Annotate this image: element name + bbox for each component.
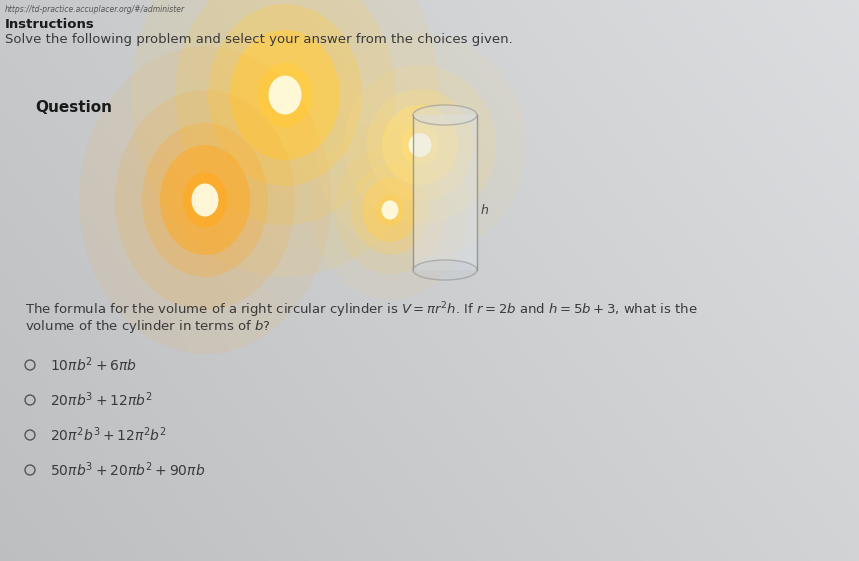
Ellipse shape [350, 165, 430, 255]
Text: $h$: $h$ [480, 203, 489, 217]
FancyBboxPatch shape [413, 115, 477, 270]
Ellipse shape [142, 123, 268, 277]
Ellipse shape [175, 0, 395, 225]
Ellipse shape [344, 65, 496, 225]
Text: $20\pi b^3 + 12\pi b^2$: $20\pi b^3 + 12\pi b^2$ [50, 390, 153, 410]
Ellipse shape [367, 89, 473, 201]
Ellipse shape [382, 105, 458, 185]
Ellipse shape [192, 183, 218, 217]
Ellipse shape [269, 76, 302, 114]
Text: Solve the following problem and select your answer from the choices given.: Solve the following problem and select y… [5, 33, 513, 46]
Ellipse shape [334, 146, 446, 274]
Text: https://td-practice.accuplacer.org/#/administer: https://td-practice.accuplacer.org/#/adm… [5, 5, 186, 14]
Text: The formula for the volume of a right circular cylinder is $V = \pi r^2 h$. If $: The formula for the volume of a right ci… [25, 300, 698, 320]
Ellipse shape [160, 145, 250, 255]
Ellipse shape [312, 121, 468, 300]
Ellipse shape [208, 4, 362, 186]
Ellipse shape [131, 0, 439, 277]
Ellipse shape [182, 172, 228, 228]
Text: Question: Question [35, 100, 112, 115]
Ellipse shape [401, 125, 439, 165]
Ellipse shape [381, 200, 399, 219]
Text: $50\pi b^3 + 20\pi b^2 + 90\pi b$: $50\pi b^3 + 20\pi b^2 + 90\pi b$ [50, 461, 205, 479]
Ellipse shape [409, 133, 431, 157]
Ellipse shape [115, 90, 295, 310]
Ellipse shape [362, 178, 418, 242]
Ellipse shape [79, 46, 331, 354]
Ellipse shape [314, 33, 527, 257]
Ellipse shape [376, 194, 404, 226]
Text: Instructions: Instructions [5, 18, 94, 31]
Ellipse shape [413, 105, 477, 125]
Text: $20\pi^2 b^3 + 12\pi^2 b^2$: $20\pi^2 b^3 + 12\pi^2 b^2$ [50, 426, 167, 444]
Ellipse shape [258, 62, 313, 127]
Text: $10\pi b^2 + 6\pi b$: $10\pi b^2 + 6\pi b$ [50, 356, 137, 374]
Ellipse shape [413, 260, 477, 280]
Ellipse shape [230, 30, 340, 160]
Text: volume of the cylinder in terms of $b$?: volume of the cylinder in terms of $b$? [25, 318, 271, 335]
